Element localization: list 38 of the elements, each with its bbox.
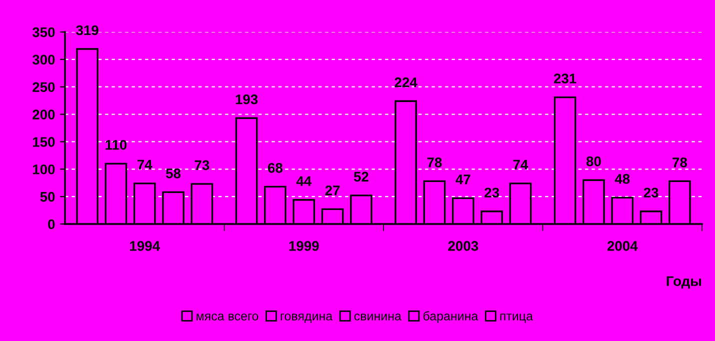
data-label: 52 <box>354 172 368 182</box>
y-tick-label: 150 <box>32 137 55 147</box>
y-tick-label: 50 <box>40 192 55 202</box>
data-label: 23 <box>644 188 658 198</box>
data-label: 48 <box>614 174 630 184</box>
data-label: 78 <box>427 158 442 168</box>
legend-label: мяса всего <box>196 314 258 320</box>
x-tick-label: 2003 <box>448 241 478 251</box>
legend-label: баранина <box>423 311 478 323</box>
y-tick-label: 250 <box>32 82 55 92</box>
data-label: 73 <box>194 160 210 170</box>
data-label: 68 <box>268 163 283 173</box>
x-tick-label: 1999 <box>289 241 319 251</box>
data-label: 224 <box>394 77 418 88</box>
x-tick-label: 1994 <box>130 241 160 251</box>
legend-label: свинина <box>354 314 402 320</box>
y-tick-label: 0 <box>48 219 55 230</box>
data-label: 58 <box>166 168 181 178</box>
y-tick-label: 100 <box>32 164 55 174</box>
x-axis-title: Годы <box>666 276 702 289</box>
data-label: 110 <box>106 140 127 150</box>
x-tick-label: 2004 <box>607 241 638 251</box>
data-label: 193 <box>236 94 258 104</box>
data-label: 47 <box>456 174 470 184</box>
legend-label: говядина <box>280 314 333 323</box>
data-label: 27 <box>325 185 340 196</box>
y-tick-label: 350 <box>32 27 55 38</box>
data-label: 44 <box>296 176 312 186</box>
data-label: 319 <box>76 25 98 36</box>
data-label: 80 <box>586 156 601 166</box>
data-label: 78 <box>672 158 688 168</box>
data-label: 23 <box>484 188 500 198</box>
y-tick-label: 200 <box>32 110 55 120</box>
y-tick-label: 300 <box>32 54 55 65</box>
data-label: 74 <box>513 160 528 170</box>
legend-label: птица <box>500 314 534 323</box>
data-label: 231 <box>554 74 576 84</box>
data-label: 74 <box>138 160 152 170</box>
